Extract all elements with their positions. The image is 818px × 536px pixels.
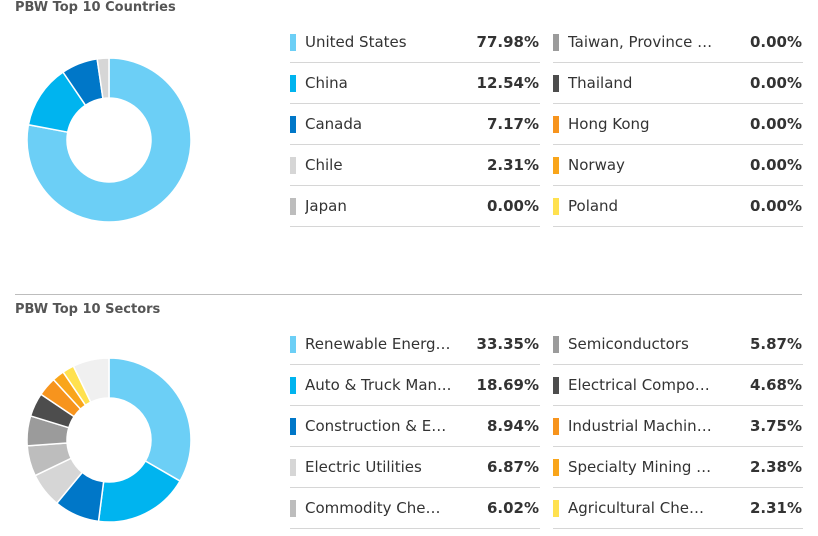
sectors-legend-swatch xyxy=(290,377,296,394)
sectors-legend-value: 4.68% xyxy=(749,376,802,394)
sectors-legend-row: Specialty Mining &... 2.38% xyxy=(553,447,803,488)
countries-legend-value: 12.54% xyxy=(476,74,539,92)
sectors-legend-swatch xyxy=(553,459,559,476)
countries-title: PBW Top 10 Countries xyxy=(15,0,176,15)
sectors-legend-value: 2.38% xyxy=(749,458,802,476)
countries-legend-value: 0.00% xyxy=(749,74,802,92)
sectors-legend-label: Semiconductors xyxy=(568,335,689,353)
countries-legend-row: Poland 0.00% xyxy=(553,186,803,227)
countries-legend-row: Norway 0.00% xyxy=(553,145,803,186)
countries-legend-row: Canada 7.17% xyxy=(290,104,540,145)
sectors-legend-row: Auto & Truck Man... 18.69% xyxy=(290,365,540,406)
sectors-legend-left: Renewable Energy... 33.35% Auto & Truck Ma… xyxy=(290,324,540,529)
sectors-legend-row: Renewable Energy... 33.35% xyxy=(290,324,540,365)
sectors-legend-row: Industrial Machine... 3.75% xyxy=(553,406,803,447)
countries-donut-slice-0 xyxy=(26,57,192,223)
sectors-legend-label: Industrial Machine... xyxy=(568,417,718,435)
countries-legend-swatch xyxy=(553,34,559,51)
countries-legend-label: Japan xyxy=(305,197,347,215)
sectors-donut-slice-other xyxy=(72,357,110,404)
countries-legend-label: Poland xyxy=(568,197,619,215)
sectors-legend-value: 18.69% xyxy=(476,376,539,394)
sectors-legend-label: Electrical Compon... xyxy=(568,376,718,394)
sectors-title: PBW Top 10 Sectors xyxy=(15,302,161,317)
countries-legend-label: Norway xyxy=(568,156,625,174)
countries-legend-row: Chile 2.31% xyxy=(290,145,540,186)
countries-legend-swatch xyxy=(553,198,559,215)
sectors-legend-right: Semiconductors 5.87% Electrical Compon... 4… xyxy=(553,324,803,529)
countries-legend-swatch xyxy=(553,157,559,174)
countries-section: PBW Top 10 Countries United States 77.98%… xyxy=(15,0,803,227)
countries-legend-value: 0.00% xyxy=(749,156,802,174)
countries-legend-swatch xyxy=(553,116,559,133)
sectors-legend-swatch xyxy=(290,336,296,353)
countries-legend-value: 77.98% xyxy=(476,33,539,51)
sectors-legend-row: Electrical Compon... 4.68% xyxy=(553,365,803,406)
countries-legend-right: Taiwan, Province o... 0.00% Thailand 0.00% H… xyxy=(553,22,803,227)
sectors-legend-row: Construction & En... 8.94% xyxy=(290,406,540,447)
sectors-legend-label: Electric Utilities xyxy=(305,458,422,476)
sectors-legend-row: Semiconductors 5.87% xyxy=(553,324,803,365)
sectors-legend-swatch xyxy=(290,418,296,435)
countries-legend-swatch xyxy=(290,34,296,51)
sectors-legend-row: Electric Utilities 6.87% xyxy=(290,447,540,488)
sectors-legend-value: 6.02% xyxy=(486,499,539,517)
countries-legend-swatch xyxy=(290,198,296,215)
countries-legend-row: Hong Kong 0.00% xyxy=(553,104,803,145)
sectors-legend-row: Commodity Chemi... 6.02% xyxy=(290,488,540,529)
countries-legend-label: United States xyxy=(305,33,407,51)
sectors-legend-row: Agricultural Chemi... 2.31% xyxy=(553,488,803,529)
sectors-legend-value: 33.35% xyxy=(476,335,539,353)
sectors-legend-swatch xyxy=(553,500,559,517)
countries-legend-row: United States 77.98% xyxy=(290,22,540,63)
countries-legend-swatch xyxy=(290,116,296,133)
sectors-legend-value: 3.75% xyxy=(749,417,802,435)
sectors-legend-swatch xyxy=(290,500,296,517)
sectors-legend-value: 2.31% xyxy=(749,499,802,517)
sectors-legend-label: Specialty Mining &... xyxy=(568,458,718,476)
sectors-legend-swatch xyxy=(553,377,559,394)
sectors-legend-label: Agricultural Chemi... xyxy=(568,499,718,517)
countries-donut-chart xyxy=(26,57,192,223)
sectors-donut-slice-0 xyxy=(108,357,192,483)
countries-legend-row: China 12.54% xyxy=(290,63,540,104)
countries-donut-slice-3 xyxy=(96,57,110,100)
section-divider xyxy=(15,294,802,295)
countries-legend-value: 2.31% xyxy=(486,156,539,174)
sectors-legend-label: Auto & Truck Man... xyxy=(305,376,452,394)
countries-legend-left: United States 77.98% China 12.54% Canada 7.17… xyxy=(290,22,540,227)
countries-legend-label: Canada xyxy=(305,115,363,133)
countries-legend-label: China xyxy=(305,74,348,92)
countries-legend-row: Japan 0.00% xyxy=(290,186,540,227)
countries-legend-value: 0.00% xyxy=(486,197,539,215)
countries-legend-swatch xyxy=(553,75,559,92)
sectors-legend-label: Renewable Energy... xyxy=(305,335,455,353)
countries-legend-label: Taiwan, Province o... xyxy=(568,33,718,51)
countries-legend-label: Chile xyxy=(305,156,343,174)
sectors-legend-swatch xyxy=(553,336,559,353)
sectors-legend-value: 5.87% xyxy=(749,335,802,353)
countries-legend-label: Thailand xyxy=(568,74,633,92)
countries-legend-label: Hong Kong xyxy=(568,115,650,133)
countries-legend-row: Thailand 0.00% xyxy=(553,63,803,104)
sectors-legend-label: Construction & En... xyxy=(305,417,455,435)
sectors-legend-label: Commodity Chemi... xyxy=(305,499,455,517)
countries-legend-row: Taiwan, Province o... 0.00% xyxy=(553,22,803,63)
sectors-donut-chart xyxy=(26,357,192,523)
countries-legend-value: 0.00% xyxy=(749,115,802,133)
countries-legend-swatch xyxy=(290,157,296,174)
sectors-legend-value: 6.87% xyxy=(486,458,539,476)
sectors-section: PBW Top 10 Sectors Renewable Energy... 33… xyxy=(0,300,818,536)
sectors-legend-value: 8.94% xyxy=(486,417,539,435)
sectors-legend-swatch xyxy=(290,459,296,476)
countries-legend-value: 0.00% xyxy=(749,197,802,215)
sectors-legend-swatch xyxy=(553,418,559,435)
countries-legend-value: 0.00% xyxy=(749,33,802,51)
countries-legend-swatch xyxy=(290,75,296,92)
countries-legend-value: 7.17% xyxy=(486,115,539,133)
